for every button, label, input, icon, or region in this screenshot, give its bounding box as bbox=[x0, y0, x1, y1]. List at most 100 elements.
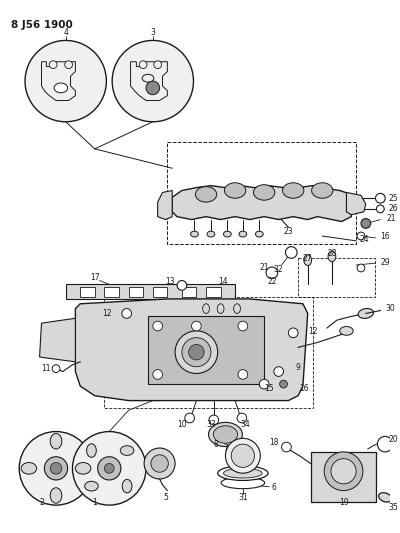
Circle shape bbox=[153, 369, 162, 379]
Text: 32: 32 bbox=[274, 265, 284, 274]
Text: 29: 29 bbox=[380, 257, 390, 266]
Circle shape bbox=[139, 61, 147, 69]
Text: 22: 22 bbox=[267, 277, 277, 286]
Text: 27: 27 bbox=[303, 254, 312, 263]
Circle shape bbox=[154, 61, 162, 69]
Text: 24: 24 bbox=[359, 236, 369, 244]
Text: 33: 33 bbox=[206, 421, 216, 429]
Ellipse shape bbox=[221, 477, 265, 489]
Bar bbox=[80, 287, 95, 297]
Ellipse shape bbox=[87, 444, 96, 457]
Bar bbox=[104, 287, 119, 297]
Circle shape bbox=[153, 321, 162, 331]
Ellipse shape bbox=[21, 463, 37, 474]
Circle shape bbox=[112, 41, 194, 122]
Ellipse shape bbox=[208, 422, 242, 447]
Ellipse shape bbox=[312, 183, 333, 198]
Text: 16: 16 bbox=[380, 232, 390, 241]
Ellipse shape bbox=[120, 446, 134, 455]
Circle shape bbox=[177, 280, 187, 290]
Circle shape bbox=[146, 81, 160, 95]
Text: 12: 12 bbox=[309, 327, 318, 336]
Text: 1: 1 bbox=[92, 498, 97, 507]
Circle shape bbox=[280, 380, 287, 388]
Circle shape bbox=[378, 437, 393, 452]
Text: 4: 4 bbox=[63, 28, 68, 37]
Ellipse shape bbox=[213, 426, 238, 443]
Circle shape bbox=[52, 365, 60, 373]
Ellipse shape bbox=[224, 231, 231, 237]
Circle shape bbox=[50, 463, 62, 474]
Text: 34: 34 bbox=[240, 421, 250, 429]
Circle shape bbox=[357, 264, 365, 272]
Ellipse shape bbox=[54, 83, 68, 93]
Ellipse shape bbox=[304, 255, 312, 265]
Text: 6: 6 bbox=[272, 483, 276, 492]
Ellipse shape bbox=[254, 185, 275, 200]
Circle shape bbox=[144, 448, 175, 479]
Ellipse shape bbox=[85, 481, 98, 491]
Bar bbox=[182, 287, 196, 297]
Bar bbox=[153, 287, 167, 297]
Circle shape bbox=[226, 438, 260, 473]
Circle shape bbox=[209, 415, 219, 425]
Circle shape bbox=[25, 41, 106, 122]
Ellipse shape bbox=[75, 463, 91, 474]
Polygon shape bbox=[75, 299, 308, 401]
Bar bbox=[298, 259, 376, 297]
Ellipse shape bbox=[239, 231, 247, 237]
Text: 28: 28 bbox=[327, 249, 337, 258]
Ellipse shape bbox=[203, 304, 210, 313]
Circle shape bbox=[19, 432, 93, 505]
Text: 13: 13 bbox=[166, 277, 175, 286]
Circle shape bbox=[286, 247, 297, 259]
Polygon shape bbox=[40, 318, 75, 362]
Circle shape bbox=[49, 61, 57, 69]
Circle shape bbox=[274, 367, 284, 376]
Ellipse shape bbox=[224, 183, 246, 198]
Ellipse shape bbox=[224, 469, 262, 478]
Ellipse shape bbox=[328, 251, 336, 262]
Text: 30: 30 bbox=[385, 304, 395, 313]
Ellipse shape bbox=[234, 304, 240, 313]
Circle shape bbox=[185, 413, 194, 423]
Text: 31: 31 bbox=[238, 493, 248, 502]
Circle shape bbox=[238, 321, 248, 331]
Ellipse shape bbox=[142, 74, 154, 82]
Circle shape bbox=[238, 369, 248, 379]
Text: 3: 3 bbox=[150, 28, 155, 37]
Bar bbox=[66, 285, 235, 299]
Circle shape bbox=[192, 321, 201, 331]
Text: 8: 8 bbox=[213, 440, 218, 449]
Text: 8 J56 1900: 8 J56 1900 bbox=[10, 20, 72, 30]
Circle shape bbox=[237, 413, 247, 423]
Bar bbox=[206, 287, 220, 297]
Polygon shape bbox=[130, 62, 167, 101]
Text: 14: 14 bbox=[219, 277, 228, 286]
Circle shape bbox=[376, 205, 384, 213]
Polygon shape bbox=[172, 185, 351, 222]
Ellipse shape bbox=[340, 327, 353, 335]
Text: 9: 9 bbox=[295, 363, 300, 372]
Polygon shape bbox=[158, 190, 172, 220]
Text: 19: 19 bbox=[339, 498, 348, 507]
Circle shape bbox=[357, 232, 365, 240]
Text: 17: 17 bbox=[90, 273, 100, 282]
Ellipse shape bbox=[122, 479, 132, 493]
Circle shape bbox=[288, 328, 298, 337]
Circle shape bbox=[122, 309, 132, 318]
Circle shape bbox=[376, 193, 385, 203]
Circle shape bbox=[282, 442, 291, 452]
Ellipse shape bbox=[217, 304, 224, 313]
Text: 23: 23 bbox=[284, 227, 293, 236]
Text: 15: 15 bbox=[264, 384, 274, 393]
Text: 25: 25 bbox=[388, 194, 398, 203]
Text: 16: 16 bbox=[299, 384, 309, 393]
Circle shape bbox=[151, 455, 168, 472]
Ellipse shape bbox=[190, 231, 198, 237]
Ellipse shape bbox=[50, 488, 62, 503]
Circle shape bbox=[182, 337, 211, 367]
Bar bbox=[104, 297, 312, 408]
Circle shape bbox=[266, 267, 278, 279]
Text: 26: 26 bbox=[388, 204, 398, 213]
